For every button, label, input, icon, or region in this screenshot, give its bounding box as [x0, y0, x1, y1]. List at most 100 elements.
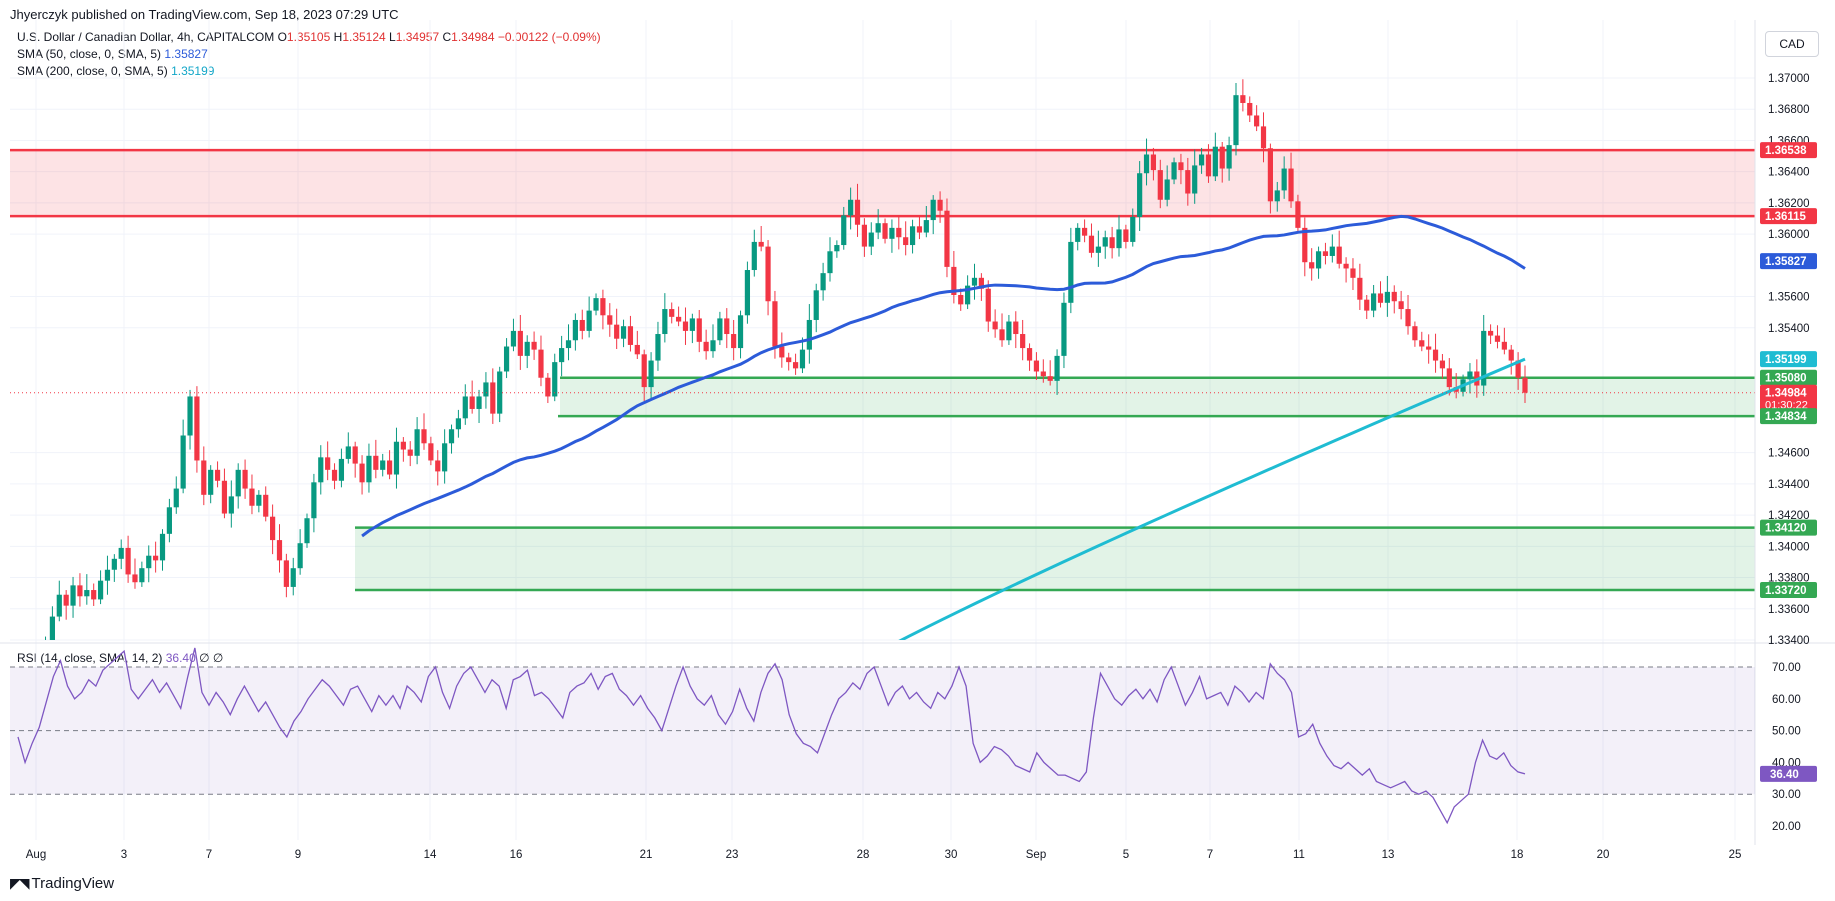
candle-body — [297, 543, 303, 569]
price-tick-label: 1.35600 — [1768, 292, 1810, 304]
candle — [386, 450, 393, 480]
candle — [1412, 321, 1418, 347]
support-zone-1 — [560, 377, 1755, 417]
candle — [1102, 230, 1108, 259]
candle — [765, 240, 771, 316]
candle-body — [118, 547, 124, 559]
price-label-box — [1760, 408, 1817, 425]
candle — [352, 441, 358, 478]
candle-body — [1432, 349, 1439, 361]
price-label-box — [1760, 384, 1817, 413]
tradingview-logo-icon: ◤◥ — [10, 875, 29, 891]
candle — [572, 313, 578, 351]
price-label-box — [1760, 253, 1817, 270]
candle-body — [318, 457, 324, 483]
publisher-line: Jhyerczyk published on TradingView.com, … — [10, 7, 399, 22]
candle — [1322, 242, 1329, 265]
price-label-box — [1760, 582, 1817, 599]
candle-body — [586, 310, 592, 331]
candle-body — [1157, 170, 1163, 200]
candle — [517, 314, 523, 370]
candle-body — [194, 396, 200, 461]
candle-body — [1095, 246, 1101, 253]
candle-body — [366, 455, 372, 483]
candle — [607, 303, 613, 337]
candle-body — [435, 460, 441, 472]
candle-body — [476, 396, 482, 409]
candle-body — [689, 318, 695, 331]
candle — [1178, 153, 1184, 185]
candle-body — [455, 418, 462, 430]
rsi-tick-label: 30.00 — [1772, 789, 1801, 801]
candle — [896, 215, 902, 250]
candle-body — [1026, 348, 1033, 361]
candle — [1164, 165, 1170, 207]
price-label-text: 1.35080 — [1765, 373, 1807, 385]
price-tick-label: 1.36400 — [1768, 167, 1810, 179]
price-grid — [10, 20, 1755, 840]
candle — [435, 450, 441, 486]
candle-body — [400, 441, 406, 450]
candle-body — [221, 480, 228, 514]
candle — [965, 275, 971, 310]
candle — [1143, 138, 1150, 186]
candle — [1061, 292, 1067, 369]
candle — [655, 321, 661, 371]
candle — [1371, 285, 1377, 318]
time-tick-label: 16 — [510, 849, 523, 861]
candle — [407, 441, 413, 467]
tradingview-logo[interactable]: ◤◥ TradingView — [10, 875, 114, 892]
sma50-line — [361, 214, 1526, 538]
candle — [56, 580, 62, 622]
time-tick-label: 11 — [1293, 849, 1305, 861]
rsi-last-label: 36.40 — [1760, 765, 1817, 782]
candle — [792, 353, 799, 375]
candle-body — [1102, 237, 1108, 247]
rsi-tick-label: 50.00 — [1772, 726, 1801, 738]
candle — [559, 335, 565, 377]
candle-body — [710, 340, 716, 352]
candle-body — [792, 362, 799, 369]
candle — [428, 436, 434, 466]
candle-body — [1033, 360, 1040, 372]
candle — [1013, 311, 1019, 349]
sma50-legend[interactable]: SMA (50, close, 0, SMA, 5) 1.35827 — [17, 47, 208, 61]
candle-body — [820, 273, 826, 291]
candle — [579, 309, 585, 340]
candle-body — [56, 594, 62, 617]
currency-button[interactable]: CAD — [1765, 31, 1819, 57]
candle — [153, 541, 159, 573]
close-label: C — [442, 30, 452, 44]
candle — [1185, 157, 1191, 206]
price-label-sma200: 1.35199 — [1760, 351, 1817, 368]
candle — [868, 222, 874, 256]
candle-body — [1109, 237, 1115, 249]
candle-body — [703, 341, 709, 352]
candle-body — [414, 429, 420, 456]
candle-body — [510, 330, 517, 347]
candle-body — [552, 362, 558, 397]
candle — [318, 445, 324, 495]
candle-body — [648, 360, 654, 388]
candle-body — [848, 199, 854, 216]
candle — [1274, 181, 1280, 212]
candle — [786, 352, 792, 371]
candle — [703, 329, 709, 360]
candle-body — [1164, 179, 1170, 200]
candle — [510, 318, 517, 352]
resistance-zone — [10, 150, 1755, 217]
candle — [393, 427, 400, 489]
sma200-legend[interactable]: SMA (200, close, 0, SMA, 5) 1.35199 — [17, 64, 214, 78]
candle-body — [483, 382, 489, 397]
candle — [531, 331, 537, 360]
candle — [1343, 257, 1349, 283]
candle-body — [1329, 246, 1335, 256]
low-label: L — [389, 30, 396, 44]
candle — [373, 439, 379, 479]
price-label-text: 1.34984 — [1765, 388, 1807, 400]
candle — [903, 221, 909, 256]
candle-body — [1288, 168, 1294, 202]
candle — [1212, 132, 1218, 182]
candle — [345, 432, 351, 464]
